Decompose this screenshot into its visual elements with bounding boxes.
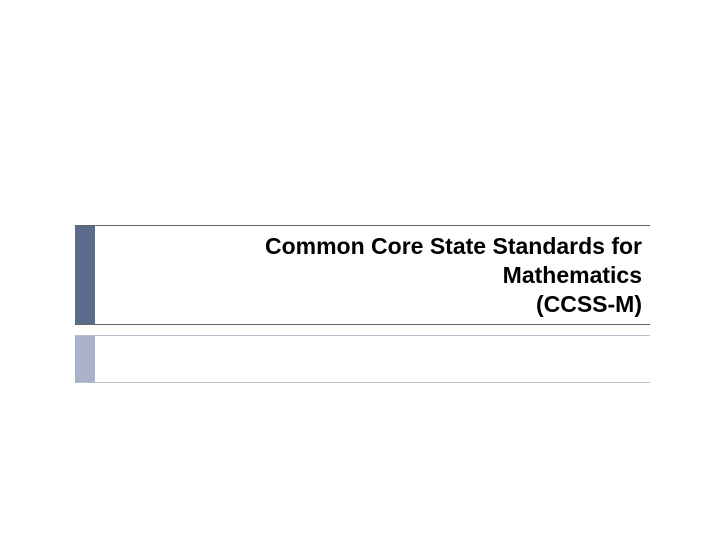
slide-content: Common Core State Standards for Mathemat… xyxy=(75,225,650,383)
title-block: Common Core State Standards for Mathemat… xyxy=(75,225,650,325)
title-line-2: Mathematics xyxy=(503,262,642,288)
title-line-1: Common Core State Standards for xyxy=(265,233,642,259)
title-line-3: (CCSS-M) xyxy=(536,291,642,317)
subtitle-block xyxy=(75,335,650,383)
title-accent-bar xyxy=(75,226,95,324)
subtitle-accent-bar xyxy=(75,336,95,382)
slide-title: Common Core State Standards for Mathemat… xyxy=(95,226,650,324)
slide-subtitle xyxy=(95,336,650,382)
